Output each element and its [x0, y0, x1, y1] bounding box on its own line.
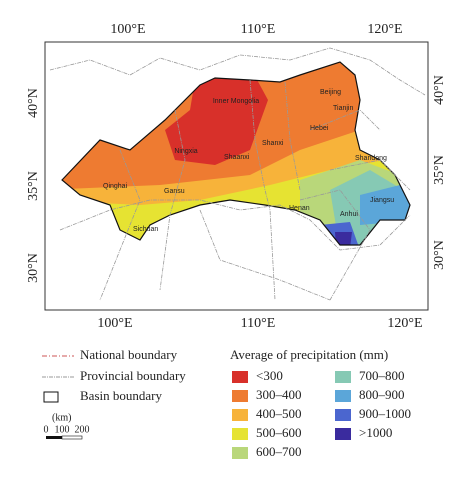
place-label: Gansu	[164, 188, 185, 195]
legend-swatch	[232, 428, 248, 440]
legend-label: <300	[256, 368, 283, 383]
scale-bar	[46, 436, 62, 439]
place-label: Henan	[289, 205, 310, 212]
place-label: Ningxia	[174, 148, 197, 155]
places: Inner Mongolia Beijing Tianjin Hebei Nin…	[103, 89, 394, 233]
scale-label: 200	[75, 424, 90, 435]
precipitation-legend: <300 300–400 400–500 500–600 600–700 700–800 8…	[232, 368, 411, 459]
lat-label: 30°N	[432, 240, 447, 270]
place-label: Sichuan	[133, 226, 158, 233]
place-label: Beijing	[320, 89, 341, 96]
legend-label: 900–1000	[359, 406, 411, 421]
legend-label: 400–500	[256, 406, 302, 421]
legend-label: 500–600	[256, 425, 302, 440]
legend-swatch	[232, 371, 248, 383]
legend-swatch	[335, 371, 351, 383]
legend-swatch	[232, 447, 248, 459]
legend-label: National boundary	[80, 347, 178, 362]
legend-swatch	[335, 428, 351, 440]
legend-label: 300–400	[256, 387, 302, 402]
boundary-legend: National boundary Provincial boundary Ba…	[42, 347, 186, 440]
legend-label: 600–700	[256, 444, 302, 459]
legend-swatch	[335, 409, 351, 421]
legend-title: Average of precipitation (mm)	[230, 347, 388, 362]
place-label: Anhui	[340, 211, 358, 218]
legend-label: 700–800	[359, 368, 405, 383]
basin-boundary	[61, 61, 411, 246]
scale-label: 0	[44, 424, 49, 435]
lat-label: 35°N	[26, 171, 41, 201]
scale-label: 100	[55, 424, 70, 435]
basin-boundary-symbol	[43, 391, 59, 403]
scale-unit: (km)	[52, 412, 71, 423]
legend-swatch	[232, 390, 248, 402]
graticule-labels: 100°E 110°E 120°E 100°E 110°E 120°E 40°N…	[26, 22, 447, 331]
zone	[165, 76, 268, 165]
place-label: Shandong	[355, 155, 387, 162]
lat-label: 30°N	[26, 253, 41, 283]
legend-swatch	[232, 409, 248, 421]
lon-label: 110°E	[241, 316, 276, 331]
legend-swatch	[335, 390, 351, 402]
lat-label: 40°N	[432, 75, 447, 105]
scale-bar	[61, 435, 83, 440]
place-label: Shanxi	[262, 140, 284, 147]
place-label: Hebei	[310, 125, 329, 132]
legend-label: Provincial boundary	[80, 368, 186, 383]
lat-label: 35°N	[432, 155, 447, 185]
lon-label: 110°E	[241, 22, 276, 37]
lon-label: 120°E	[367, 22, 402, 37]
place-label: Qinghai	[103, 183, 128, 190]
place-label: Tianjin	[333, 105, 353, 112]
lon-label: 100°E	[97, 316, 132, 331]
place-label: Jiangsu	[370, 197, 394, 204]
lon-label: 120°E	[387, 316, 422, 331]
place-label: Inner Mongolia	[213, 98, 259, 105]
provincial-boundaries	[49, 47, 426, 301]
legend-label: 800–900	[359, 387, 405, 402]
lon-label: 100°E	[110, 22, 145, 37]
place-label: Shaanxi	[224, 154, 250, 161]
lat-label: 40°N	[26, 88, 41, 118]
legend-label: Basin boundary	[80, 388, 162, 403]
legend-label: >1000	[359, 425, 392, 440]
